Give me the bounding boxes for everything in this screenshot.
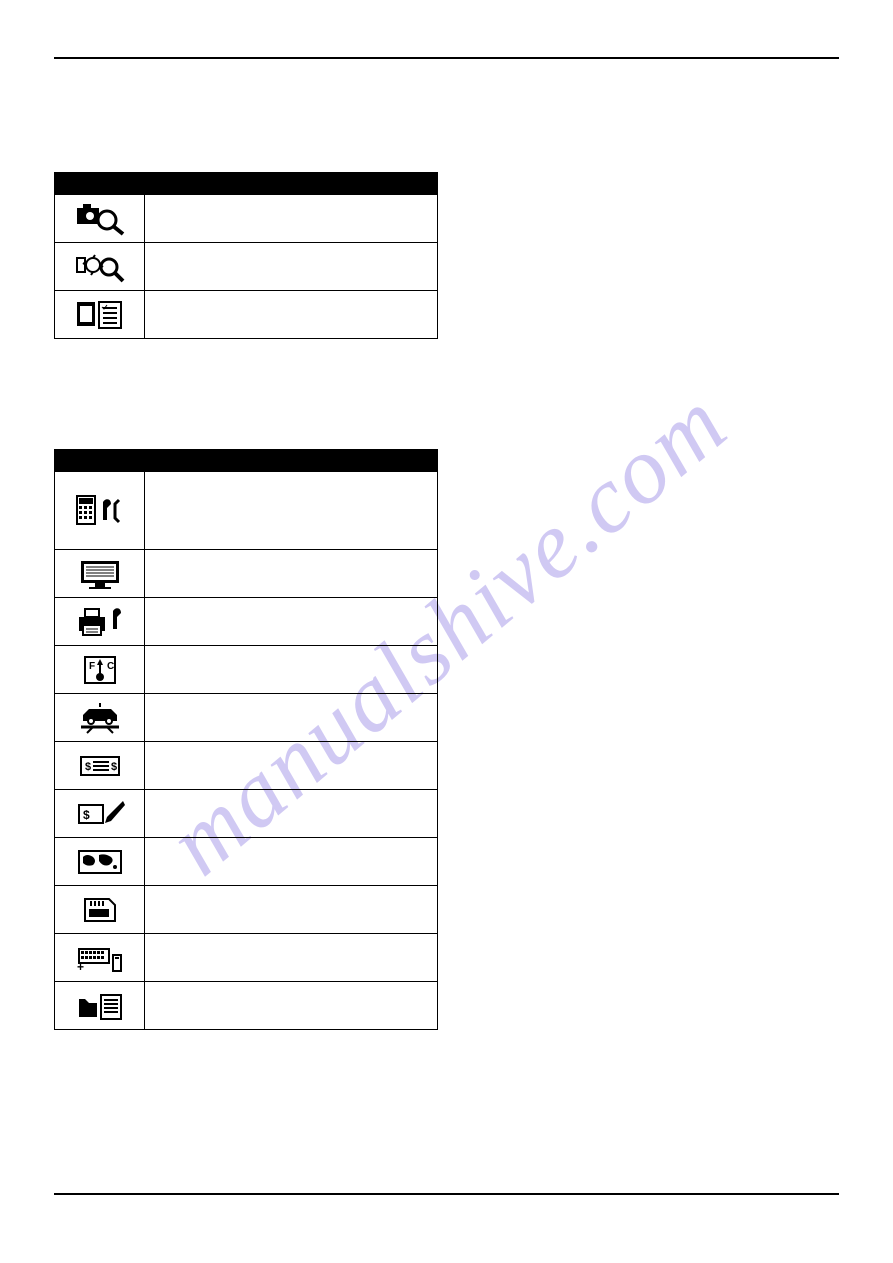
table-2-cell-4: [145, 694, 437, 741]
table-row: [55, 194, 437, 242]
svg-text:$: $: [85, 761, 91, 773]
gears-magnifier-icon: [55, 243, 145, 290]
svg-text:F: F: [89, 661, 95, 672]
table-2-cell-8: [145, 886, 437, 933]
table-1-cell-2: [145, 291, 437, 338]
table-row: [55, 981, 437, 1029]
table-2: F C: [54, 449, 438, 1030]
calculator-wrench-icon: [55, 472, 145, 549]
table-row: [55, 549, 437, 597]
camera-magnifier-icon: [55, 195, 145, 242]
keyboard-plus-icon: +: [55, 934, 145, 981]
rule-bottom: [54, 1193, 839, 1195]
table-row: [55, 837, 437, 885]
printer-wrench-icon: [55, 598, 145, 645]
table-2-cell-3: [145, 646, 437, 693]
table-2-cell-1: [145, 550, 437, 597]
svg-text:+: +: [77, 960, 84, 974]
car-lift-icon: [55, 694, 145, 741]
table-row: [55, 597, 437, 645]
table-row: $: [55, 789, 437, 837]
table-2-cell-6: [145, 790, 437, 837]
table-2-cell-7: [145, 838, 437, 885]
world-map-icon: [55, 838, 145, 885]
table-row: [55, 693, 437, 741]
table-1: [54, 172, 438, 339]
table-row: $ $: [55, 741, 437, 789]
monitor-icon: [55, 550, 145, 597]
table-row: +: [55, 933, 437, 981]
svg-text:$: $: [111, 761, 117, 773]
clipboard-list-icon: [55, 291, 145, 338]
table-2-header: [55, 449, 437, 471]
table-1-cell-0: [145, 195, 437, 242]
money-pen-icon: $: [55, 790, 145, 837]
table-row: [55, 242, 437, 290]
table-row: [55, 885, 437, 933]
folder-list-icon: [55, 982, 145, 1029]
table-row: [55, 471, 437, 549]
rule-top: [54, 57, 839, 59]
table-2-cell-0: [145, 472, 437, 549]
table-1-cell-1: [145, 243, 437, 290]
table-2-cell-10: [145, 982, 437, 1029]
svg-text:C: C: [107, 661, 114, 672]
table-2-cell-5: [145, 742, 437, 789]
table-row: [55, 290, 437, 338]
table-2-cell-9: [145, 934, 437, 981]
fc-thermometer-icon: F C: [55, 646, 145, 693]
table-row: F C: [55, 645, 437, 693]
table-2-cell-2: [145, 598, 437, 645]
money-lines-icon: $ $: [55, 742, 145, 789]
sd-card-icon: [55, 886, 145, 933]
table-1-header: [55, 172, 437, 194]
svg-text:$: $: [83, 808, 90, 822]
